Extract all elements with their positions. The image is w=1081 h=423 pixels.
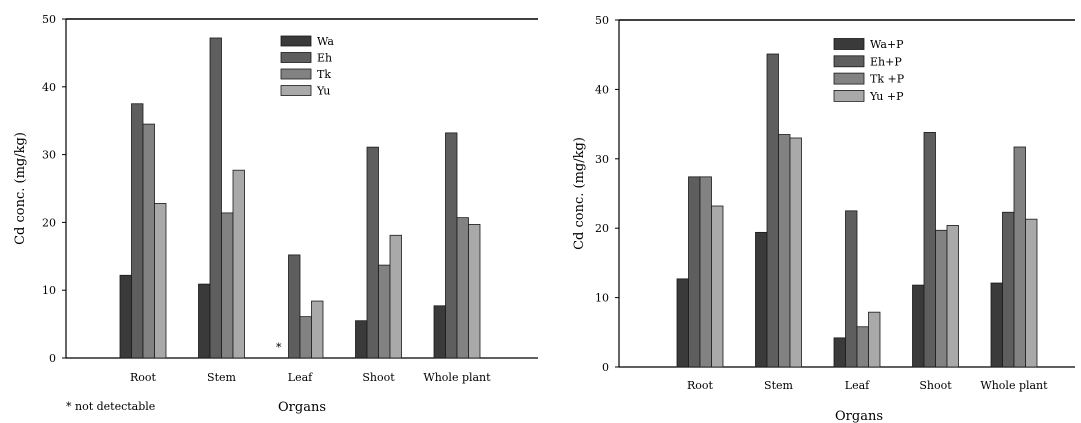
bar-yup-stem: [789, 137, 802, 368]
chart-panel-1: 0 10 20 30 40 50 Root Stem Leaf Shoot Whole plant *…: [13, 13, 538, 415]
legend-label: Yu: [316, 85, 330, 98]
bar-wa-stem: [198, 283, 211, 359]
y-axis-title: Cd conc. (mg/kg): [13, 132, 28, 245]
bar-tkp-root: [699, 176, 712, 368]
bar-wa-shoot: [355, 320, 368, 359]
legend-swatch: [833, 72, 865, 85]
bar-ehp-leaf: [845, 210, 858, 368]
y-tick-label: 30: [595, 153, 609, 166]
bar-wa-root: [119, 274, 132, 359]
bar-eh-root: [131, 103, 144, 359]
bar-tkp-stem: [778, 134, 791, 368]
y-tick-label: 50: [595, 14, 609, 27]
legend-label: Eh: [317, 52, 332, 65]
legend-swatch: [280, 85, 312, 96]
bar-tk-shoot: [378, 264, 391, 359]
x-tick-label: Stem: [764, 379, 793, 392]
legend-label: Yu +P: [869, 90, 904, 103]
bar-tk-whole-plant: [456, 217, 469, 359]
footnote: * not detectable: [66, 400, 155, 413]
bar-wap-stem: [755, 231, 768, 368]
bar-eh-leaf: [288, 254, 301, 359]
x-tick-label: Whole plant: [980, 379, 1048, 392]
bar-yu-leaf: [311, 300, 324, 359]
x-tick-label: Root: [687, 379, 714, 392]
legend-swatch: [280, 35, 312, 47]
x-tick-label: Whole plant: [423, 371, 491, 384]
bar-ehp-shoot: [923, 132, 936, 368]
y-axis-title: Cd conc. (mg/kg): [572, 137, 587, 250]
legend: Wa+P Eh+P Tk +P Yu +P: [833, 38, 905, 103]
legend: Wa Eh Tk Yu: [280, 35, 334, 98]
bar-eh-shoot: [366, 146, 379, 359]
chart-panel-2: 0 10 20 30 40 50 Root Stem Leaf Shoot Whole plant W…: [572, 14, 1075, 423]
legend-swatch: [833, 38, 865, 50]
x-tick-label: Stem: [207, 371, 236, 384]
x-tick-label: Leaf: [845, 379, 870, 392]
y-tick-label: 20: [42, 216, 56, 229]
bar-wa-whole-plant: [433, 305, 446, 359]
bar-wap-whole-plant: [990, 282, 1003, 368]
x-tick-label: Root: [130, 371, 157, 384]
y-tick-label: 10: [42, 284, 56, 297]
legend-label: Wa+P: [870, 38, 904, 51]
y-tick-label: 0: [602, 361, 609, 374]
legend-swatch: [833, 90, 865, 102]
not-detectable-marker: *: [276, 341, 282, 354]
y-tick-label: 40: [42, 81, 56, 94]
bar-yup-root: [711, 205, 724, 368]
bar-yup-whole-plant: [1025, 218, 1038, 368]
bar-tk-leaf: [299, 316, 312, 359]
bar-wap-shoot: [912, 284, 925, 368]
legend-label: Wa: [317, 35, 334, 48]
x-tick-label: Shoot: [362, 371, 395, 384]
bar-tkp-shoot: [935, 229, 948, 368]
bar-ehp-root: [688, 176, 701, 368]
y-tick-label: 20: [595, 222, 609, 235]
x-axis-title: Organs: [278, 400, 326, 415]
bar-tkp-whole-plant: [1013, 146, 1026, 368]
bar-yu-whole-plant: [468, 224, 481, 359]
bar-ehp-stem: [766, 53, 779, 368]
legend-label: Tk: [317, 68, 331, 81]
bar-yup-shoot: [946, 225, 959, 368]
bar-tk-root: [142, 123, 155, 359]
bar-tk-stem: [221, 212, 234, 359]
legend-label: Eh+P: [870, 55, 902, 68]
legend-label: Tk +P: [870, 73, 905, 86]
legend-swatch: [280, 68, 312, 80]
y-tick-label: 10: [595, 292, 609, 305]
bar-ehp-whole-plant: [1002, 211, 1015, 368]
bar-yu-root: [154, 203, 167, 359]
bar-yup-leaf: [868, 311, 881, 368]
y-tick-label: 50: [42, 13, 56, 26]
bar-eh-stem: [209, 37, 222, 359]
legend-swatch: [833, 55, 865, 68]
legend-swatch: [280, 52, 312, 63]
y-tick-label: 0: [49, 352, 56, 365]
y-tick-label: 30: [42, 149, 56, 162]
bar-eh-whole-plant: [445, 132, 458, 359]
bar-wap-root: [676, 278, 689, 368]
y-tick-label: 40: [595, 83, 609, 96]
bar-tkp-leaf: [856, 326, 869, 368]
bar-yu-stem: [232, 169, 245, 359]
bar-yu-shoot: [389, 234, 402, 359]
x-tick-label: Leaf: [288, 371, 313, 384]
bar-wap-leaf: [833, 337, 846, 368]
x-tick-label: Shoot: [919, 379, 952, 392]
x-axis-title: Organs: [835, 409, 883, 423]
